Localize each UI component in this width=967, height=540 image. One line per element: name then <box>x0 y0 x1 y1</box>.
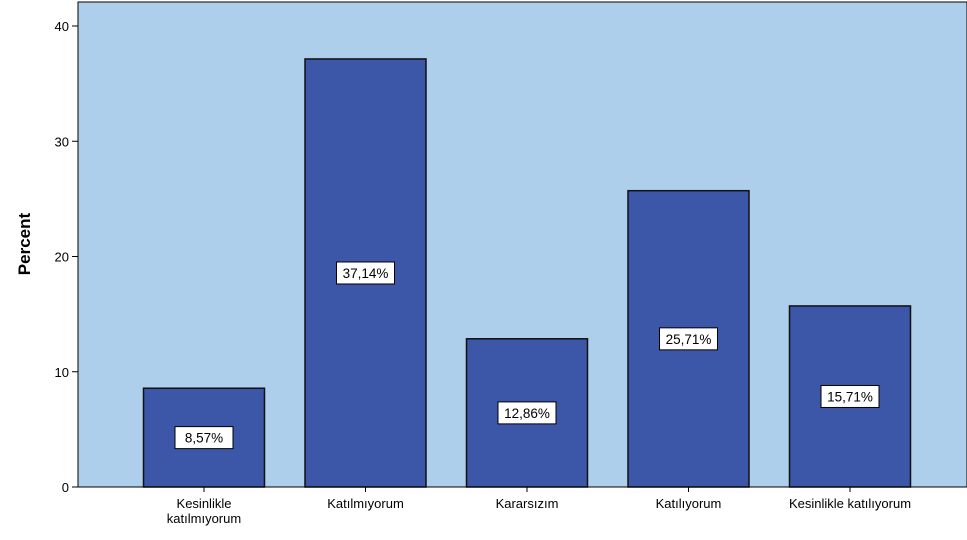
data-label: 37,14% <box>343 266 389 281</box>
x-tick-label: Katılmıyorum <box>327 496 404 511</box>
x-tick-label: Katılıyorum <box>656 496 722 511</box>
data-labels: 8,57% 37,14% 12,86% 25,71% 15,71% <box>174 261 880 450</box>
data-label-box <box>820 384 880 408</box>
data-label-box <box>174 426 234 450</box>
x-tick-label: Kesinlikle katılıyorum <box>789 496 911 511</box>
x-tick-label: Kararsızım <box>496 496 559 511</box>
y-axis-title: Percent <box>15 212 34 275</box>
data-label-box <box>497 401 557 425</box>
data-label: 8,57% <box>185 431 223 446</box>
data-label: 25,71% <box>666 332 712 347</box>
y-tick-label: 40 <box>55 19 69 34</box>
y-tick-label: 0 <box>62 480 69 495</box>
data-label: 12,86% <box>504 406 550 421</box>
axes: Kesinlikle katılmıyorum Katılmıyorum Karars… <box>55 2 967 526</box>
y-tick-label: 20 <box>55 250 69 265</box>
data-label: 15,71% <box>827 389 873 404</box>
y-tick-label: 30 <box>55 134 69 149</box>
x-tick-label: Kesinlikle katılmıyorum <box>167 496 241 526</box>
y-tick-label: 10 <box>55 365 69 380</box>
data-label-box <box>336 261 395 285</box>
data-label-box <box>659 327 718 351</box>
